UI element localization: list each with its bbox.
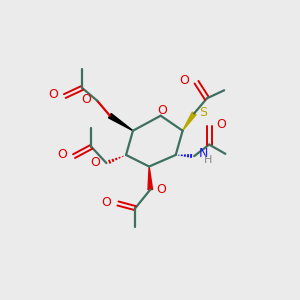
Text: O: O <box>82 93 92 106</box>
Polygon shape <box>148 167 153 190</box>
Text: O: O <box>158 104 167 117</box>
Polygon shape <box>109 114 133 131</box>
Text: O: O <box>101 196 111 209</box>
Text: H: H <box>204 155 212 165</box>
Text: O: O <box>180 74 190 87</box>
Text: O: O <box>216 118 226 131</box>
Text: S: S <box>199 106 207 119</box>
Text: O: O <box>48 88 58 101</box>
Text: N: N <box>198 147 208 160</box>
Text: O: O <box>91 156 100 169</box>
Text: O: O <box>156 183 166 196</box>
Polygon shape <box>183 112 196 131</box>
Text: O: O <box>57 148 67 161</box>
